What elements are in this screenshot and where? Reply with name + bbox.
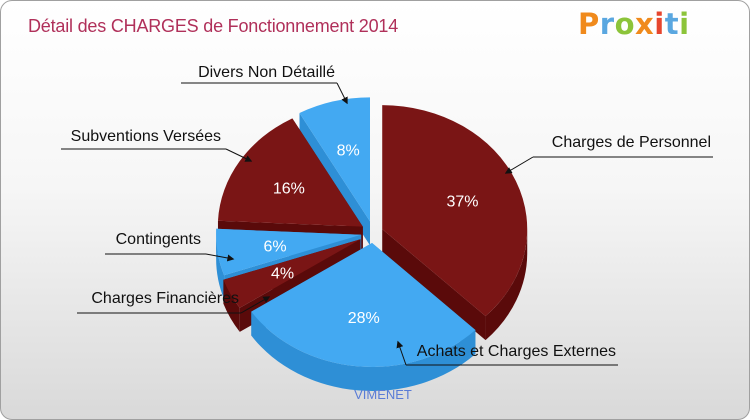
slice-pct-label: 6% xyxy=(263,238,286,255)
slice-pct-label: 8% xyxy=(337,142,360,159)
callout-arrow xyxy=(240,296,271,314)
slice-label: Divers Non Détaillé xyxy=(198,64,335,81)
slice-2 xyxy=(223,239,361,308)
logo-letter: t xyxy=(664,7,680,41)
slice-label: Subventions Versées xyxy=(71,128,221,145)
commune-name: VIMENET xyxy=(354,387,412,402)
slice-label: Achats et Charges Externes xyxy=(417,343,616,360)
slice-label: Charges de Personnel xyxy=(552,134,711,151)
slice-pct-label: 28% xyxy=(348,310,380,327)
slice-1 xyxy=(251,242,476,367)
callout-arrow xyxy=(336,82,348,105)
slice-label: Contingents xyxy=(116,231,201,248)
logo-letter: o xyxy=(614,7,636,41)
slice-pct-label: 16% xyxy=(273,180,305,197)
slice-label: Charges Financières xyxy=(91,290,239,307)
callout-arrow xyxy=(225,148,253,162)
slice-3 xyxy=(216,228,362,276)
logo-letter: x xyxy=(635,7,655,41)
slice-0 xyxy=(382,105,528,317)
slice-pct-label: 37% xyxy=(446,193,478,210)
logo-letter: P xyxy=(578,7,600,41)
logo-letter: r xyxy=(599,7,615,41)
logo-letter: i xyxy=(654,7,665,41)
slice-5 xyxy=(299,97,370,222)
callout-arrow xyxy=(396,340,407,366)
chart-title: Détail des CHARGES de Fonctionnement 201… xyxy=(28,16,399,36)
callout-arrow xyxy=(504,156,534,174)
callout-arrow xyxy=(205,253,235,262)
slice-4 xyxy=(217,118,363,227)
proxiti-logo: Proxiti xyxy=(578,7,690,41)
slice-side xyxy=(382,229,528,341)
slice-pct-label: 4% xyxy=(271,265,294,282)
logo-letter: i xyxy=(679,7,690,41)
